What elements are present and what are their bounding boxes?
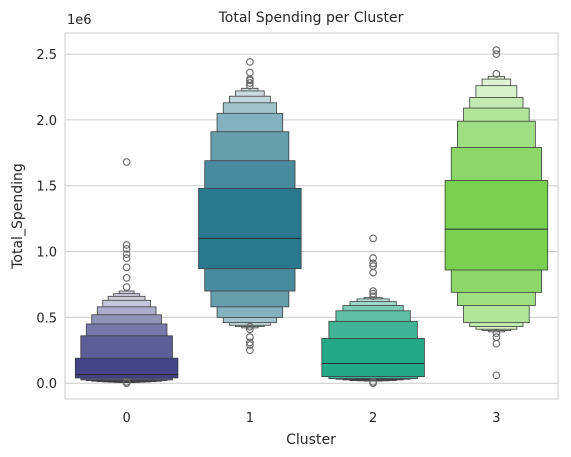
outlier-point [369, 259, 377, 268]
box-layer [74, 46, 549, 388]
y-tick-label: 1.5 [36, 180, 57, 195]
outlier-point [369, 254, 377, 262]
x-axis-label: Cluster [286, 432, 336, 448]
chart-title: Total Spending per Cluster [218, 10, 404, 26]
outlier-point [369, 234, 377, 243]
boxen-cluster-3 [444, 46, 549, 380]
y-axis-label: Total_Spending [10, 163, 26, 270]
boxen-cluster-0 [74, 158, 179, 388]
y-tick-label: 1.0 [36, 246, 57, 261]
x-axis-ticks: 0 1 2 3 [122, 411, 500, 426]
plot-frame [64, 32, 559, 400]
outlier-point [369, 379, 377, 388]
outlier-point [246, 341, 254, 349]
x-tick-label: 2 [369, 411, 377, 426]
outlier-point [246, 68, 254, 77]
boxen-cluster-2 [321, 234, 425, 388]
outlier-point [492, 46, 501, 54]
outlier-point [492, 333, 501, 341]
outlier-point [122, 245, 131, 253]
y-tick-label: 0.5 [36, 311, 57, 326]
outlier-point [492, 339, 501, 348]
x-tick-label: 0 [122, 411, 130, 426]
boxen-level [321, 338, 425, 378]
outlier-point [122, 378, 131, 386]
outlier-point [246, 79, 254, 87]
outlier-point [122, 158, 131, 166]
outlier-point [122, 241, 131, 249]
boxen-level [198, 187, 302, 270]
outlier-point [246, 76, 254, 85]
y-tick-label: 0.0 [36, 377, 57, 392]
outlier-point [246, 81, 254, 90]
x-tick-label: 3 [492, 411, 500, 426]
boxen-cluster-1 [198, 58, 302, 355]
outlier-point [369, 268, 377, 277]
outlier-point [369, 289, 377, 298]
y-tick-label: 2.5 [36, 48, 57, 63]
outlier-point [122, 250, 131, 259]
outlier-point [122, 283, 131, 291]
y-axis-offset-label: 1e6 [67, 13, 92, 28]
outlier-point [122, 263, 131, 272]
outlier-point [246, 346, 254, 355]
outlier-point [492, 50, 501, 58]
y-tick-label: 2.0 [36, 114, 57, 129]
boxen-level [444, 180, 549, 271]
outlier-point [122, 274, 131, 282]
outlier-point [246, 325, 254, 334]
outlier-point [369, 287, 377, 295]
outlier-point [246, 338, 254, 347]
outlier-point [492, 329, 501, 338]
boxen-level [74, 357, 179, 379]
outlier-point [492, 69, 501, 78]
outlier-point [369, 292, 377, 301]
outlier-point [246, 58, 254, 66]
outlier-point [246, 322, 254, 331]
outlier-point [122, 254, 131, 262]
x-tick-label: 1 [246, 411, 254, 426]
y-axis-ticks: 0.0 0.5 1.0 1.5 2.0 2.5 [36, 48, 57, 392]
outlier-point [246, 333, 254, 341]
outlier-point [492, 371, 501, 380]
